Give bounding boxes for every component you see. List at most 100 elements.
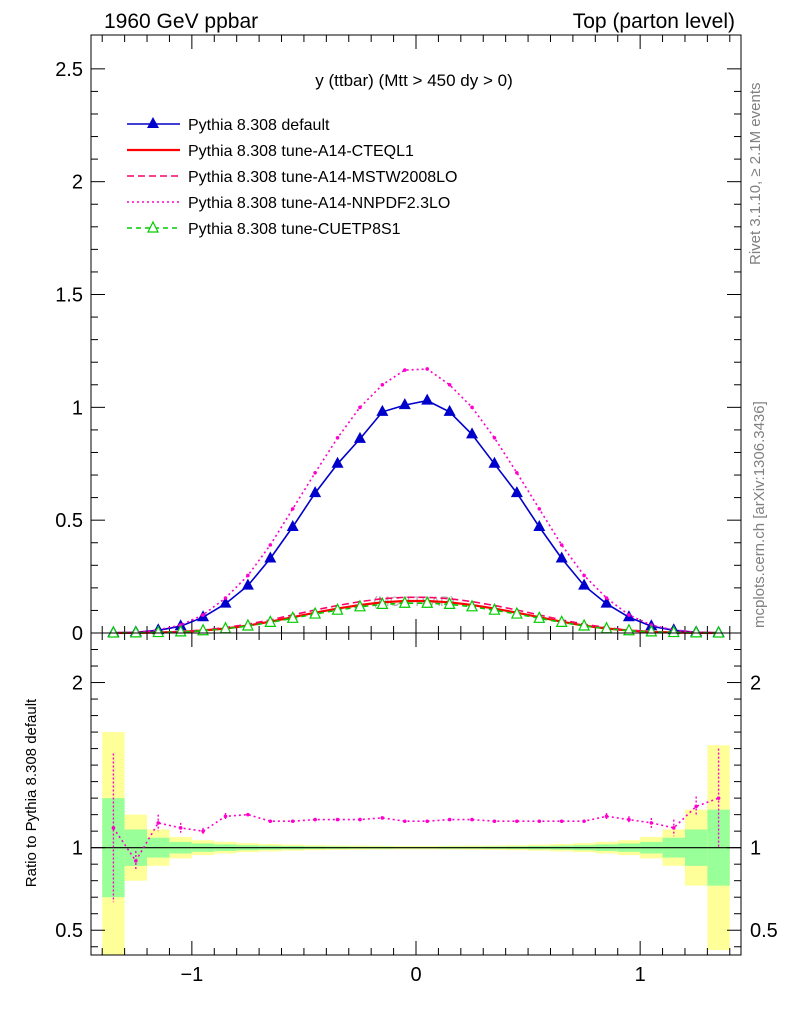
series-point-3 — [604, 596, 609, 600]
ratio-point — [492, 819, 497, 824]
series-point-0 — [241, 578, 254, 590]
series-point-4 — [107, 625, 120, 638]
series-point-4 — [241, 618, 254, 631]
header-left: 1960 GeV ppbar — [104, 10, 258, 33]
ratio-y-tick-label-right: 2 — [750, 673, 761, 695]
legend-label-4: Pythia 8.308 tune-CUETP8S1 — [188, 221, 401, 238]
series-point-3 — [335, 436, 340, 440]
ratio-point — [111, 826, 116, 830]
series-point-4 — [398, 595, 411, 608]
header-right: Top (parton level) — [573, 10, 735, 33]
y-tick-label: 1.5 — [55, 285, 83, 307]
series-point-4 — [309, 606, 322, 619]
ratio-point — [246, 812, 250, 817]
ratio-point — [134, 859, 138, 863]
main-series — [107, 367, 725, 638]
main-ytick-labels: 0 0.5 1 1.5 2 2.5 — [55, 59, 83, 645]
series-point-4 — [555, 615, 568, 627]
series-point-0 — [331, 456, 344, 468]
series-point-3 — [358, 405, 362, 410]
y-tick-label: 0.5 — [55, 510, 83, 532]
series-point-0 — [309, 486, 322, 498]
series-point-0 — [466, 427, 479, 439]
main-panel: 0 0.5 1 1.5 2 2.5 y (ttbar) (Mtt > 450 dy > 0… — [55, 34, 742, 645]
series-point-4 — [129, 625, 142, 638]
legend-label-3: Pythia 8.308 tune-A14-NNPDF2.3LO — [188, 195, 450, 212]
series-point-4 — [690, 625, 703, 638]
series-point-3 — [380, 382, 385, 387]
y-tick-label: 0 — [72, 623, 83, 645]
series-point-3 — [627, 613, 631, 617]
y-tick-label: 1 — [72, 397, 83, 419]
series-point-0 — [421, 393, 434, 405]
series-point-4 — [331, 602, 344, 615]
ratio-point — [201, 829, 205, 833]
ratio-line-nnpdf — [112, 797, 719, 863]
ratio-point — [156, 821, 161, 825]
series-point-4 — [443, 596, 456, 609]
series-point-0 — [219, 596, 232, 608]
ratio-point — [402, 819, 407, 824]
ratio-point — [582, 819, 586, 824]
ratio-point — [694, 804, 698, 809]
legend-label-0: Pythia 8.308 default — [188, 117, 330, 134]
ratio-point — [178, 826, 183, 830]
ratio-point — [380, 816, 385, 820]
ratio-point — [335, 817, 340, 822]
ratio-point — [447, 817, 452, 822]
series-line-4 — [113, 602, 719, 634]
ratio-point — [671, 826, 676, 830]
ratio-point — [425, 819, 430, 824]
series-point-4 — [286, 610, 299, 623]
series-point-3 — [515, 470, 519, 475]
ratio-panel: 0.5 0.5 1 1 2 2 −1 0 1 — [55, 632, 778, 986]
series-point-0 — [353, 431, 366, 443]
series-point-4 — [667, 625, 680, 638]
series-point-3 — [425, 367, 430, 371]
series-point-3 — [290, 507, 295, 511]
ratio-point — [649, 821, 654, 825]
series-point-4 — [152, 625, 165, 638]
ratio-point — [604, 814, 609, 819]
y-tick-label: 2.5 — [55, 59, 83, 81]
ratio-point — [470, 817, 474, 822]
series-point-4 — [578, 618, 591, 631]
legend: Pythia 8.308 default Pythia 8.308 tune-A1… — [127, 117, 457, 238]
ratio-y-tick-label-left: 1 — [72, 838, 83, 860]
ratio-ticks — [91, 633, 741, 955]
series-line-3 — [113, 368, 719, 634]
legend-marker-4 — [147, 220, 159, 233]
ratio-point — [537, 819, 542, 824]
ratio-point — [716, 796, 721, 800]
y-tick-label: 2 — [72, 172, 83, 194]
series-point-3 — [223, 596, 228, 600]
legend-label-1: Pythia 8.308 tune-A14-CTEQL1 — [188, 143, 414, 160]
series-point-4 — [421, 595, 434, 608]
series-point-4 — [533, 610, 546, 623]
series-point-3 — [537, 507, 542, 511]
ratio-point — [268, 819, 273, 824]
series-point-4 — [376, 596, 389, 609]
ratio-y-tick-label-right: 1 — [750, 838, 761, 860]
series-point-3 — [470, 405, 474, 410]
series-point-3 — [268, 543, 273, 547]
ratio-y-tick-label-right: 0.5 — [750, 920, 778, 942]
ratio-point — [627, 817, 631, 822]
chart-title: y (ttbar) (Mtt > 450 dy > 0) — [315, 71, 512, 90]
ratio-point — [358, 817, 362, 822]
x-tick-label: −1 — [180, 964, 203, 986]
series-line-2 — [113, 596, 719, 634]
ratio-frame — [90, 632, 742, 956]
series-point-0 — [376, 404, 389, 416]
ratio-point — [223, 814, 228, 819]
series-point-0 — [264, 551, 277, 563]
series-point-4 — [488, 602, 501, 615]
mcplots-label: mcplots.cern.ch [arXiv:1306.3436] — [751, 401, 768, 628]
ratio-series — [111, 748, 721, 903]
series-point-3 — [559, 543, 564, 547]
series-point-3 — [201, 613, 205, 617]
series-point-4 — [353, 599, 366, 612]
ratio-ytick-labels: 0.5 0.5 1 1 2 2 — [55, 673, 778, 943]
ratio-point — [559, 819, 564, 824]
